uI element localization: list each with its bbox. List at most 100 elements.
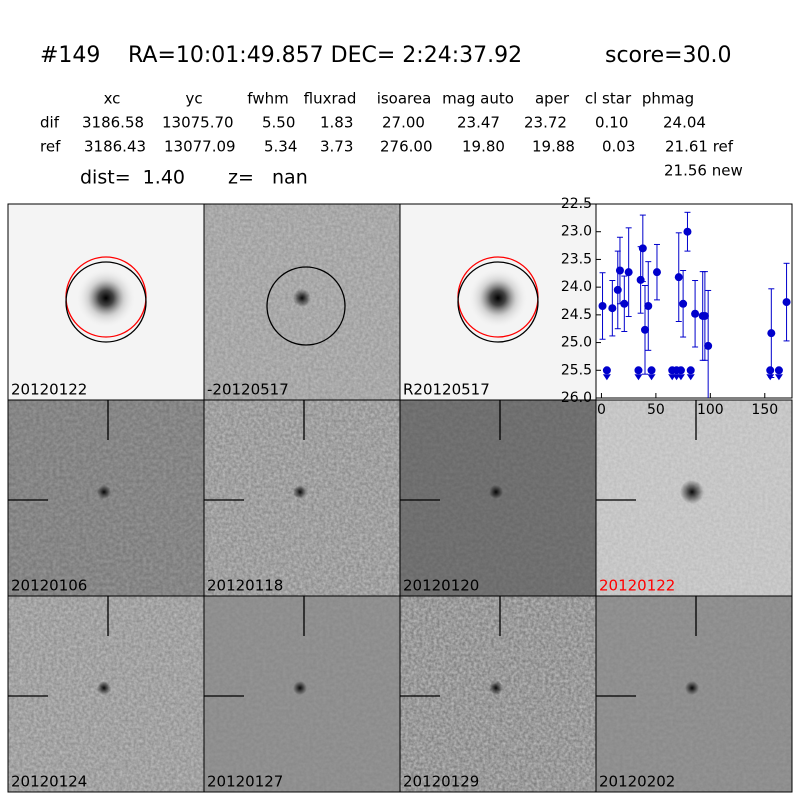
panel-border	[595, 595, 793, 793]
source	[293, 681, 307, 695]
point	[624, 268, 633, 277]
table-cell: 276.00	[380, 138, 433, 156]
table-cell: 13075.70	[162, 114, 234, 132]
point	[766, 366, 775, 375]
x-tick-label: 100	[697, 402, 724, 418]
redshift: z= nan	[228, 167, 308, 189]
limit-arrow	[766, 374, 775, 381]
table-cell: 27.00	[382, 114, 425, 132]
phmag-new: 21.56 new	[664, 162, 743, 180]
x-tick-label: 0	[597, 402, 606, 418]
point	[644, 301, 653, 310]
column-header: yc	[185, 90, 202, 108]
panel-label: 20120106	[11, 577, 87, 595]
column-header: isoarea	[377, 90, 432, 108]
x-tick-label: 150	[751, 402, 778, 418]
table-cell: 5.50	[262, 114, 295, 132]
source	[489, 485, 503, 499]
point	[647, 366, 656, 375]
row-label: ref	[40, 138, 61, 156]
panel-label: 20120122	[11, 381, 87, 399]
limit-arrow	[686, 374, 695, 381]
column-header: fwhm	[247, 90, 288, 108]
column-header: cl star	[585, 90, 632, 108]
column-header: aper	[535, 90, 570, 108]
point	[704, 341, 713, 350]
source	[680, 480, 704, 504]
table-cell: 3186.43	[84, 138, 146, 156]
table-cell: 23.72	[524, 114, 567, 132]
point	[782, 298, 791, 307]
point	[686, 366, 695, 375]
point	[615, 266, 624, 275]
panel-label: R20120517	[403, 381, 490, 399]
panel-label: -20120517	[207, 381, 289, 399]
y-tick-label: 24.5	[561, 307, 592, 323]
point	[620, 299, 629, 308]
panel-label: 20120127	[207, 773, 283, 791]
point	[638, 244, 647, 253]
table-cell: 0.10	[595, 114, 628, 132]
y-tick-label: 22.5	[561, 196, 592, 212]
panel-label: 20120202	[599, 773, 675, 791]
table-cell: 23.47	[457, 114, 500, 132]
point	[683, 227, 692, 236]
point	[774, 366, 783, 375]
table-cell: 19.88	[532, 138, 575, 156]
table-cell: 19.80	[462, 138, 505, 156]
image-grid: 20120122 -20120517 R20120517 20120106 201201…	[7, 203, 793, 793]
aperture	[266, 266, 346, 346]
y-tick-label: 25.0	[561, 335, 592, 351]
column-header: phmag	[642, 90, 694, 108]
y-tick-label: 25.5	[561, 362, 592, 378]
point	[641, 325, 649, 334]
table-cell: 1.83	[320, 114, 353, 132]
column-header: mag auto	[442, 90, 514, 108]
limit-arrow	[602, 374, 611, 381]
point	[652, 268, 661, 277]
panel-label: 20120122	[599, 577, 675, 595]
panel-label: 20120118	[207, 577, 283, 595]
source	[468, 268, 528, 328]
y-tick-label: 26.0	[561, 390, 592, 406]
point	[676, 366, 685, 375]
source	[293, 289, 311, 307]
column-header: xc	[104, 90, 121, 108]
x-tick-label: 50	[647, 402, 665, 418]
source	[97, 485, 111, 499]
limit-arrow	[676, 374, 685, 381]
row-label: dif	[40, 114, 60, 132]
aperture	[65, 261, 147, 343]
score: score=30.0	[605, 43, 732, 68]
point	[613, 285, 622, 294]
y-tick-label: 24.0	[561, 279, 592, 295]
source	[293, 485, 307, 499]
column-header: fluxrad	[304, 90, 357, 108]
source	[97, 681, 111, 695]
table-cell: 24.04	[663, 114, 706, 132]
point	[679, 299, 688, 308]
limit-arrow	[634, 374, 643, 381]
limit-arrow	[647, 374, 656, 381]
table-cell: 0.03	[602, 138, 635, 156]
point	[691, 309, 700, 318]
point	[634, 366, 643, 375]
point	[598, 301, 607, 310]
table-cell: 3.73	[320, 138, 353, 156]
table-cell: 13077.09	[164, 138, 236, 156]
texts: #149 RA=10:01:49.857 DEC= 2:24:37.92 sco…	[40, 43, 743, 189]
panel-label: 20120129	[403, 773, 479, 791]
aperture	[457, 261, 539, 343]
source	[76, 268, 136, 328]
coordinates: RA=10:01:49.857 DEC= 2:24:37.92	[128, 43, 522, 68]
candidate-id: #149	[40, 43, 100, 68]
point	[608, 304, 617, 313]
point	[700, 311, 709, 320]
source	[685, 681, 699, 695]
y-tick-label: 23.5	[561, 251, 592, 267]
table-cell: 5.34	[264, 138, 297, 156]
source	[489, 681, 503, 695]
point	[636, 275, 645, 284]
y-tick-label: 23.0	[561, 224, 592, 240]
